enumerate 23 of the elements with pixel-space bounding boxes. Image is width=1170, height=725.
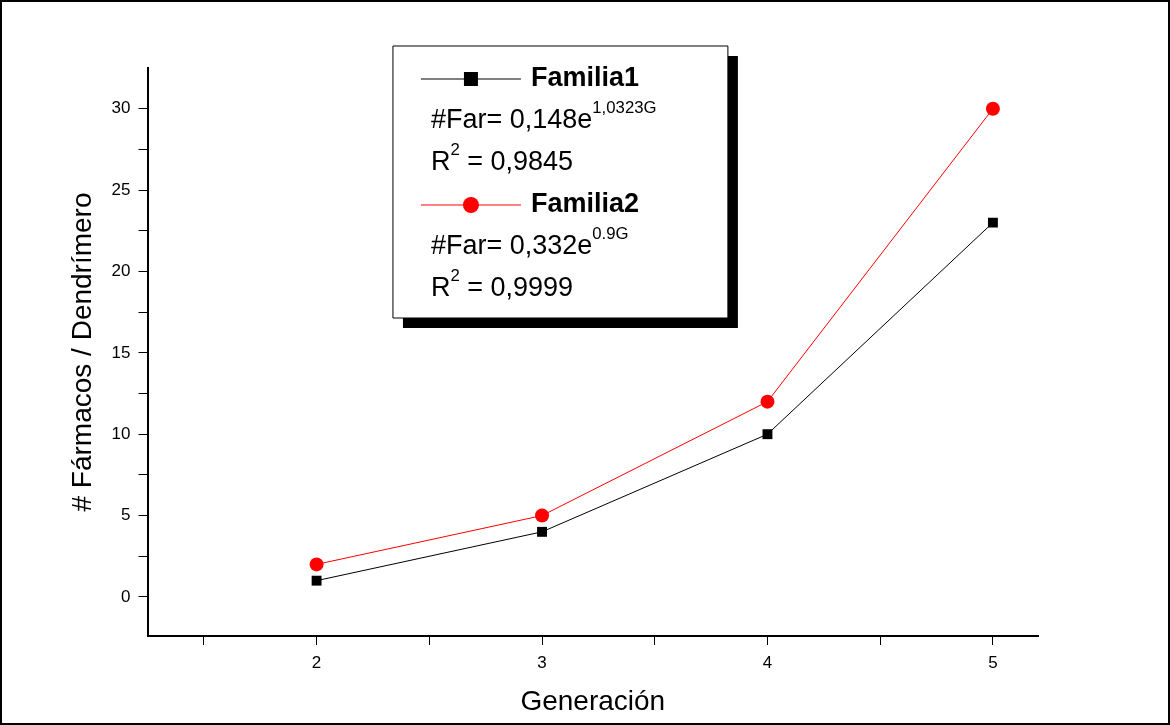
point — [537, 526, 547, 537]
y-tick-label: 30 — [111, 98, 131, 118]
y-tick-label: 25 — [111, 179, 131, 199]
point — [987, 217, 998, 228]
x-tick-label: 5 — [988, 652, 998, 672]
legend-label: Familia2 — [530, 188, 640, 219]
point — [311, 575, 322, 586]
y-tick-label: 10 — [111, 423, 131, 443]
y-axis-title: # Fármacos / Dendrímero — [65, 192, 97, 512]
y-tick-label: 20 — [111, 261, 131, 281]
point — [762, 429, 773, 440]
point — [535, 508, 550, 523]
point — [309, 557, 324, 572]
x-tick-label: 3 — [537, 652, 547, 672]
y-tick-label: 5 — [121, 505, 131, 525]
y-tick-label: 0 — [121, 586, 131, 606]
x-tick-label: 2 — [311, 652, 322, 672]
x-axis-title: Generación — [520, 684, 666, 716]
legend-label: Familia1 — [530, 62, 640, 93]
point — [760, 394, 775, 409]
x-tick-label: 4 — [762, 652, 773, 672]
point — [985, 101, 1000, 116]
y-tick-label: 15 — [111, 342, 131, 362]
